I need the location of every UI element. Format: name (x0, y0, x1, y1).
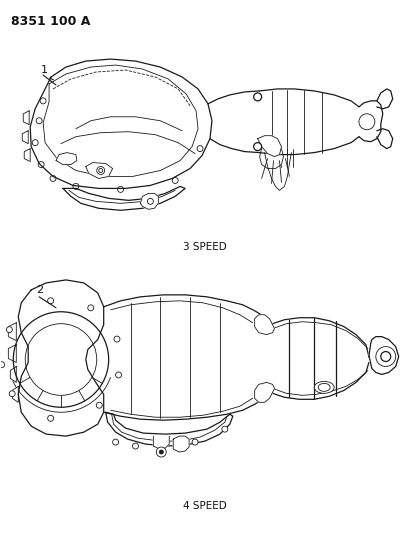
Circle shape (380, 352, 390, 361)
Polygon shape (257, 136, 281, 157)
Polygon shape (106, 412, 232, 446)
Polygon shape (259, 89, 358, 155)
Polygon shape (23, 111, 29, 125)
Text: 3 SPEED: 3 SPEED (183, 242, 226, 252)
Circle shape (88, 305, 94, 311)
Circle shape (47, 415, 54, 421)
Circle shape (112, 439, 118, 445)
Text: 2: 2 (36, 285, 43, 295)
Polygon shape (153, 436, 169, 449)
Polygon shape (103, 295, 269, 420)
Polygon shape (269, 318, 368, 399)
Circle shape (96, 402, 102, 408)
Polygon shape (368, 337, 398, 375)
Circle shape (147, 198, 153, 204)
Polygon shape (8, 345, 16, 362)
Circle shape (0, 362, 4, 368)
Circle shape (253, 93, 261, 101)
Polygon shape (24, 149, 30, 161)
Polygon shape (376, 89, 392, 109)
Circle shape (159, 450, 163, 454)
Text: 1: 1 (41, 65, 48, 75)
Polygon shape (8, 322, 16, 341)
Polygon shape (85, 163, 112, 179)
Polygon shape (254, 315, 274, 335)
Circle shape (192, 439, 198, 445)
Polygon shape (22, 131, 28, 144)
Circle shape (47, 298, 54, 304)
Polygon shape (358, 101, 382, 142)
Polygon shape (10, 367, 16, 382)
Circle shape (221, 426, 227, 432)
Polygon shape (207, 91, 259, 152)
Circle shape (7, 327, 12, 333)
Polygon shape (18, 280, 103, 436)
Ellipse shape (317, 383, 329, 391)
Polygon shape (30, 59, 211, 188)
Text: 4 SPEED: 4 SPEED (183, 500, 226, 511)
Circle shape (97, 166, 104, 174)
Text: 8351 100 A: 8351 100 A (11, 15, 90, 28)
Circle shape (132, 443, 138, 449)
Polygon shape (63, 187, 185, 211)
Circle shape (114, 336, 120, 342)
Circle shape (156, 447, 166, 457)
Polygon shape (140, 193, 158, 209)
Circle shape (375, 346, 395, 367)
Circle shape (99, 168, 102, 173)
Polygon shape (259, 149, 283, 168)
Circle shape (358, 114, 374, 130)
Polygon shape (173, 436, 189, 452)
Polygon shape (12, 386, 18, 402)
Circle shape (9, 391, 15, 397)
Polygon shape (56, 152, 76, 165)
Circle shape (253, 143, 261, 151)
Circle shape (115, 372, 121, 378)
Polygon shape (376, 129, 392, 149)
Polygon shape (254, 382, 274, 402)
Ellipse shape (313, 382, 333, 393)
